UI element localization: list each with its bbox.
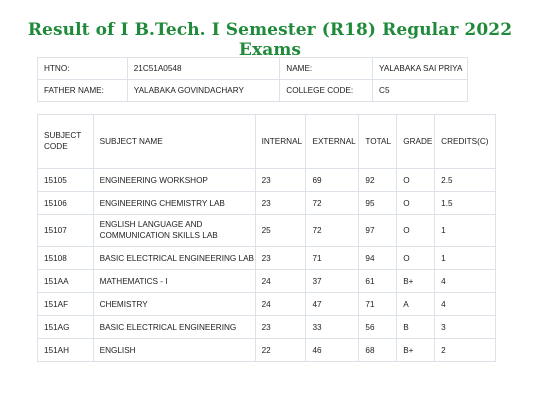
total-marks: 61 — [358, 269, 398, 293]
father-name-value: YALABAKA GOVINDACHARY — [126, 79, 281, 102]
table-header-row: SUBJECT CODE SUBJECT NAME INTERNAL EXTER… — [37, 114, 496, 169]
student-info-table: HTNO: 21C51A0548 NAME: YALABAKA SAI PRIY… — [37, 57, 468, 102]
subject-name: MATHEMATICS - I — [92, 269, 256, 293]
name-value: YALABAKA SAI PRIYA — [372, 57, 468, 80]
external-marks: 72 — [305, 214, 360, 247]
htno-label: HTNO: — [37, 57, 128, 80]
grade: A — [396, 292, 436, 316]
external-marks: 33 — [305, 315, 360, 339]
external-marks: 46 — [305, 338, 360, 362]
credits: 1 — [434, 246, 496, 270]
college-code-value: C5 — [372, 79, 468, 102]
subject-code: 151AH — [37, 338, 94, 362]
subject-name: ENGLISH LANGUAGE AND COMMUNICATION SKILL… — [92, 214, 256, 247]
credits: 4 — [434, 292, 496, 316]
table-row: 15108 BASIC ELECTRICAL ENGINEERING LAB 2… — [37, 246, 496, 270]
table-row: 151AF CHEMISTRY 24 47 71 A 4 — [37, 292, 496, 316]
table-row: 15105 ENGINEERING WORKSHOP 23 69 92 O 2.… — [37, 168, 496, 192]
header-grade: GRADE — [396, 114, 436, 169]
grade: B+ — [396, 269, 436, 293]
table-row: 151AA MATHEMATICS - I 24 37 61 B+ 4 — [37, 269, 496, 293]
htno-value: 21C51A0548 — [126, 57, 281, 80]
total-marks: 95 — [358, 191, 398, 215]
subject-code: 151AF — [37, 292, 94, 316]
internal-marks: 23 — [254, 168, 307, 192]
subject-name: ENGINEERING WORKSHOP — [92, 168, 256, 192]
name-label: NAME: — [279, 57, 374, 80]
subject-name: ENGLISH — [92, 338, 256, 362]
external-marks: 69 — [305, 168, 360, 192]
external-marks: 72 — [305, 191, 360, 215]
internal-marks: 23 — [254, 315, 307, 339]
credits: 2 — [434, 338, 496, 362]
subject-name: ENGINEERING CHEMISTRY LAB — [92, 191, 256, 215]
subject-code: 151AG — [37, 315, 94, 339]
total-marks: 97 — [358, 214, 398, 247]
info-row: FATHER NAME: YALABAKA GOVINDACHARY COLLE… — [37, 79, 468, 102]
internal-marks: 24 — [254, 292, 307, 316]
grade: B — [396, 315, 436, 339]
subject-name: CHEMISTRY — [92, 292, 256, 316]
results-table: SUBJECT CODE SUBJECT NAME INTERNAL EXTER… — [37, 114, 496, 362]
header-external: EXTERNAL — [305, 114, 360, 169]
credits: 2.5 — [434, 168, 496, 192]
credits: 3 — [434, 315, 496, 339]
grade: O — [396, 246, 436, 270]
grade: O — [396, 214, 436, 247]
table-row: 15107 ENGLISH LANGUAGE AND COMMUNICATION… — [37, 214, 496, 247]
credits: 4 — [434, 269, 496, 293]
total-marks: 71 — [358, 292, 398, 316]
internal-marks: 23 — [254, 246, 307, 270]
grade: O — [396, 168, 436, 192]
subject-code: 15105 — [37, 168, 94, 192]
internal-marks: 25 — [254, 214, 307, 247]
credits: 1.5 — [434, 191, 496, 215]
external-marks: 71 — [305, 246, 360, 270]
header-credits: CREDITS(C) — [434, 114, 496, 169]
subject-code: 15106 — [37, 191, 94, 215]
credits: 1 — [434, 214, 496, 247]
header-internal: INTERNAL — [254, 114, 307, 169]
subject-code: 15107 — [37, 214, 94, 247]
grade: B+ — [396, 338, 436, 362]
total-marks: 56 — [358, 315, 398, 339]
table-row: 151AH ENGLISH 22 46 68 B+ 2 — [37, 338, 496, 362]
subject-name: BASIC ELECTRICAL ENGINEERING LAB — [92, 246, 256, 270]
father-name-label: FATHER NAME: — [37, 79, 128, 102]
external-marks: 37 — [305, 269, 360, 293]
internal-marks: 24 — [254, 269, 307, 293]
header-total: TOTAL — [358, 114, 398, 169]
college-code-label: COLLEGE CODE: — [279, 79, 374, 102]
header-subject-name: SUBJECT NAME — [92, 114, 256, 169]
page-title: Result of I B.Tech. I Semester (R18) Reg… — [27, 20, 513, 60]
table-row: 151AG BASIC ELECTRICAL ENGINEERING 23 33… — [37, 315, 496, 339]
external-marks: 47 — [305, 292, 360, 316]
header-subject-code: SUBJECT CODE — [37, 114, 94, 169]
subject-name: BASIC ELECTRICAL ENGINEERING — [92, 315, 256, 339]
total-marks: 94 — [358, 246, 398, 270]
subject-code: 151AA — [37, 269, 94, 293]
internal-marks: 23 — [254, 191, 307, 215]
internal-marks: 22 — [254, 338, 307, 362]
subject-code: 15108 — [37, 246, 94, 270]
table-row: 15106 ENGINEERING CHEMISTRY LAB 23 72 95… — [37, 191, 496, 215]
grade: O — [396, 191, 436, 215]
total-marks: 68 — [358, 338, 398, 362]
total-marks: 92 — [358, 168, 398, 192]
info-row: HTNO: 21C51A0548 NAME: YALABAKA SAI PRIY… — [37, 57, 468, 80]
